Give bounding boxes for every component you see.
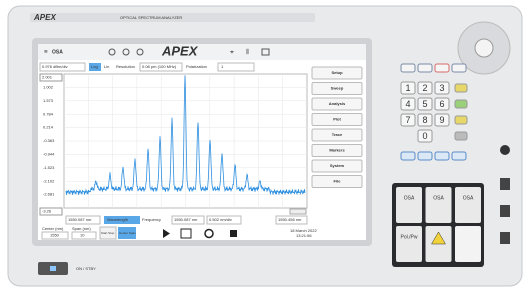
model-label: OPTICAL SPECTRUM ANALYZER — [120, 15, 182, 20]
nav-key[interactable] — [401, 152, 415, 160]
frequency[interactable]: Frequency — [142, 217, 161, 222]
digit: 7 — [405, 115, 410, 125]
time: 13:21:56 — [296, 233, 312, 238]
resolution-label: Resolution — [116, 64, 135, 69]
digit: 9 — [439, 115, 444, 125]
center-span: Center Span — [119, 231, 136, 235]
menu-label: System — [330, 163, 345, 168]
start-stop: Start Stop — [101, 231, 115, 235]
app-tile[interactable] — [455, 187, 481, 223]
app-title: OSA — [52, 49, 63, 55]
menu-label: File — [334, 179, 342, 184]
digit: 8 — [422, 115, 427, 125]
wavelength: Wavelength — [107, 217, 128, 222]
usb-port — [500, 232, 510, 244]
app-tile[interactable] — [396, 226, 422, 262]
span-label: Span (nm) — [72, 226, 91, 231]
stop: 1550.456 nm — [278, 217, 302, 222]
app-bar — [38, 44, 366, 60]
brand: APEX — [33, 13, 56, 22]
tile-label: OSA — [433, 195, 444, 201]
function-key[interactable] — [452, 64, 466, 72]
y-label: 0.214 — [43, 125, 54, 130]
center-value: 1550 — [50, 233, 60, 238]
stop-button[interactable] — [230, 230, 237, 237]
digit: 1 — [405, 83, 410, 93]
digit: 0 — [422, 131, 427, 141]
polarization-label: Polarization — [186, 64, 207, 69]
scale: 0.976 dBm/div — [42, 64, 68, 69]
y-label: -2.681 — [43, 192, 55, 197]
menu-label: Trace — [332, 132, 343, 137]
digit: 3 — [439, 83, 444, 93]
menu-label: Sweep — [331, 86, 344, 91]
y-label: -1.523 — [43, 165, 55, 170]
power-led — [50, 266, 56, 271]
menu-label: Plot — [333, 117, 341, 122]
peaks-icon[interactable]: ⫼ — [246, 49, 249, 56]
y-label: -0.363 — [43, 138, 55, 143]
center-label: Center (nm) — [42, 226, 64, 231]
digit: 5 — [422, 99, 427, 109]
nav-key[interactable] — [435, 152, 449, 160]
usb-port — [500, 178, 510, 190]
function-key[interactable] — [435, 64, 449, 72]
y-label: -0.944 — [43, 151, 55, 156]
input-port — [500, 145, 510, 155]
digit: 6 — [439, 99, 444, 109]
menu-label: Setup — [331, 70, 343, 75]
function-key[interactable] — [401, 64, 415, 72]
app-tile[interactable] — [426, 187, 452, 223]
side-key[interactable] — [455, 116, 467, 124]
scroll-button[interactable] — [290, 209, 306, 214]
screen-logo: APEX — [161, 43, 199, 58]
app-tile[interactable] — [396, 187, 422, 223]
span: 0.502 nm/div — [209, 217, 232, 222]
joystick-ok[interactable] — [475, 39, 493, 57]
polarization-select[interactable] — [218, 63, 254, 71]
tile-label: Pol./Pw — [401, 234, 418, 240]
y-label: 0.784 — [43, 111, 54, 116]
marker-icon[interactable]: ⌖ — [230, 49, 234, 56]
nav-key[interactable] — [452, 152, 466, 160]
bottom-value: -3.26 — [42, 209, 52, 214]
menu-label: Analysis — [329, 101, 346, 106]
top-value: 2.001 — [42, 75, 53, 80]
resolution: 0.08 pm (100 MHz) — [142, 64, 177, 69]
usb-port — [500, 205, 510, 217]
device: APEX OPTICAL SPECTRUM ANALYZER ≡ OSA APE… — [0, 0, 530, 291]
y-label: 1.002 — [43, 84, 54, 89]
function-key[interactable] — [418, 64, 432, 72]
y-label: -2.102 — [43, 178, 55, 183]
app-tile[interactable] — [455, 226, 481, 262]
tile-label: OSA — [404, 195, 415, 201]
digit: 4 — [405, 99, 410, 109]
side-key[interactable] — [455, 84, 467, 92]
side-key[interactable] — [455, 100, 467, 108]
menu-icon[interactable]: ≡ — [44, 50, 48, 56]
span-value: 10 — [80, 233, 85, 238]
start: 1550.087 nm — [68, 217, 92, 222]
menu-label: Markers — [329, 148, 345, 153]
tile-label: OSA — [463, 195, 474, 201]
side-key[interactable] — [455, 132, 467, 140]
nav-key[interactable] — [418, 152, 432, 160]
log: Log — [91, 64, 98, 69]
digit: 2 — [422, 83, 427, 93]
lin[interactable]: Lin — [104, 64, 109, 69]
y-label: 1.573 — [43, 98, 54, 103]
center: 1550.087 nm — [174, 217, 198, 222]
power-label: ON / STBY — [76, 266, 96, 271]
